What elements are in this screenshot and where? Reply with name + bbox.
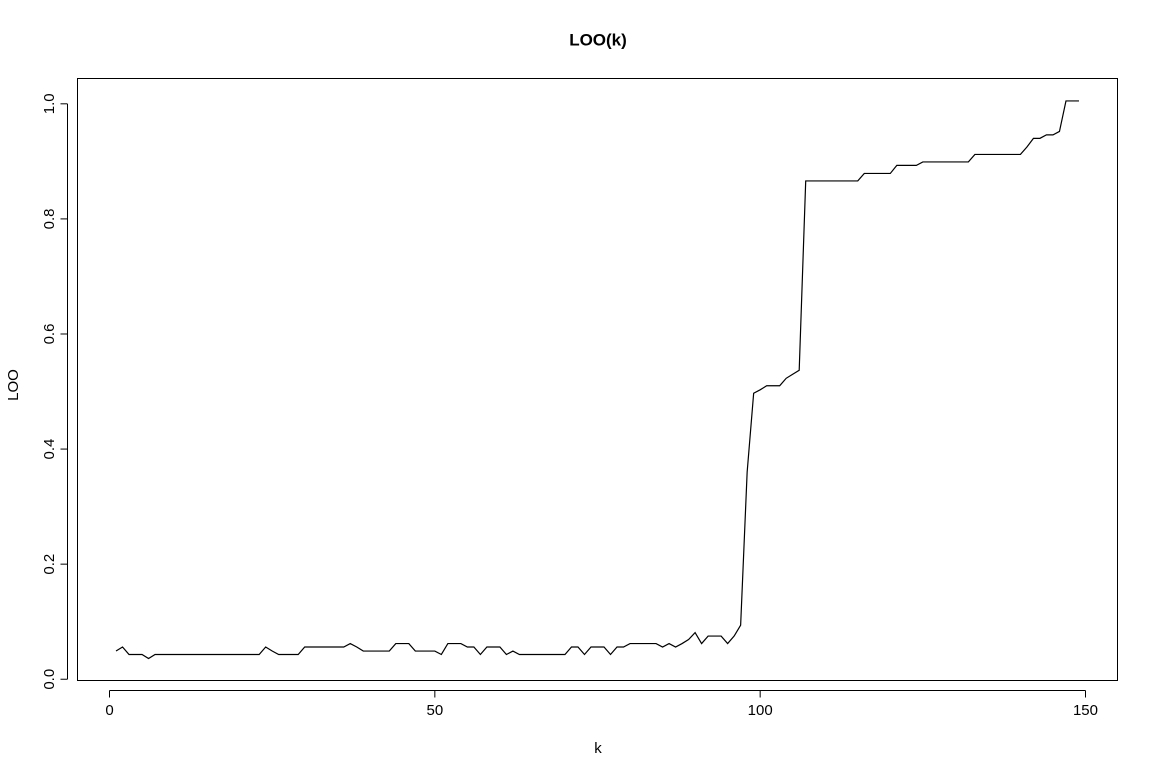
chart-title: LOO(k) bbox=[569, 30, 627, 49]
x-tick-label: 100 bbox=[748, 702, 773, 719]
plot-box bbox=[77, 78, 1118, 681]
x-tick-label: 50 bbox=[426, 702, 443, 719]
y-tick-label: 1.0 bbox=[41, 93, 58, 114]
y-tick-label: 0.4 bbox=[41, 439, 58, 460]
y-tick-label: 0.6 bbox=[41, 324, 58, 345]
x-tick-label: 150 bbox=[1073, 702, 1098, 719]
y-tick-label: 0.8 bbox=[41, 208, 58, 229]
y-tick-label: 0.2 bbox=[41, 554, 58, 575]
y-tick-label: 0.0 bbox=[41, 669, 58, 690]
data-line bbox=[115, 100, 1079, 660]
y-axis-label: LOO bbox=[5, 369, 22, 401]
x-axis-label: k bbox=[594, 740, 602, 757]
x-tick-label: 0 bbox=[105, 702, 113, 719]
